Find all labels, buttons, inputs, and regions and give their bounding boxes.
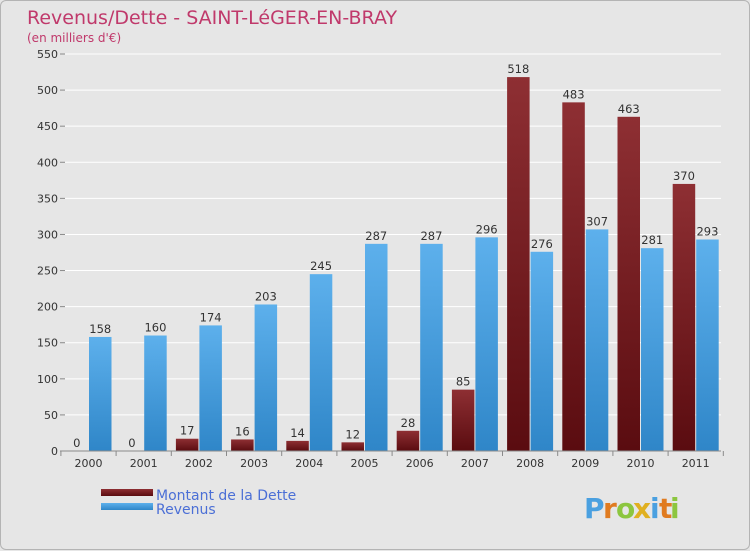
y-tick-label: 0 (51, 445, 58, 458)
bar-dette (451, 389, 475, 451)
legend-swatch-debt (101, 489, 153, 496)
bar-revenus (420, 243, 443, 451)
y-tick-label: 350 (37, 192, 58, 205)
x-tick-label: 2002 (185, 457, 213, 470)
x-tick-label: 2010 (627, 457, 655, 470)
data-label-dette: 483 (563, 87, 585, 101)
y-tick-label: 100 (37, 373, 58, 386)
grid-lines (65, 53, 721, 416)
data-label-dette: 370 (673, 169, 695, 183)
y-tick-label: 150 (37, 337, 58, 350)
data-label-dette: 85 (456, 375, 471, 389)
bar-revenus (365, 243, 388, 451)
data-label-revenus: 287 (420, 229, 442, 243)
data-label-revenus: 160 (144, 321, 166, 335)
data-label-dette: 0 (128, 436, 135, 450)
data-label-dette: 14 (290, 426, 305, 440)
bar-dette (175, 438, 199, 451)
data-label-revenus: 276 (531, 237, 553, 251)
chart-subtitle: (en milliers d'€) (27, 31, 121, 45)
x-tick-label: 2008 (516, 457, 544, 470)
bar-revenus (309, 274, 333, 451)
y-tick-label: 250 (37, 265, 58, 278)
bar-dette (562, 102, 585, 451)
data-label-revenus: 174 (200, 310, 222, 324)
bar-dette (617, 116, 640, 451)
bar-revenus (641, 248, 664, 451)
bar-revenus (475, 237, 498, 451)
logo-letter: r (603, 492, 617, 525)
x-tick-label: 2005 (351, 457, 379, 470)
data-label-dette: 17 (180, 424, 195, 438)
bar-revenus (696, 239, 719, 451)
logo-letter: x (633, 492, 651, 525)
bar-dette (507, 77, 530, 452)
legend-swatch-revenus (101, 503, 153, 510)
y-tick-label: 200 (37, 301, 58, 314)
chart-title: Revenus/Dette - SAINT-LéGER-EN-BRAY (27, 7, 397, 29)
data-label-revenus: 296 (476, 222, 498, 236)
y-tick-label: 300 (37, 228, 58, 241)
x-axis-ticks: 2000 2001 2002 2003 2004 2005 2006 2007 2008 2009… (60, 451, 724, 470)
x-tick-label: 2007 (461, 457, 489, 470)
x-tick-label: 2003 (240, 457, 268, 470)
x-tick-label: 2001 (130, 457, 158, 470)
legend-label-revenus: Revenus (156, 502, 216, 518)
data-label-revenus: 287 (365, 229, 387, 243)
data-label-dette: 0 (73, 436, 80, 450)
bar-dette (341, 442, 364, 451)
data-labels: 0 158 0 160 17 174 16 203 14 245 12 287 28 287 85 296 51… (73, 62, 718, 450)
y-tick-label: 450 (37, 120, 58, 133)
data-label-revenus: 203 (255, 289, 277, 303)
bar-revenus (144, 335, 167, 451)
bars (89, 77, 719, 452)
y-tick-label: 50 (44, 409, 58, 422)
legend-label-debt: Montant de la Dette (156, 488, 296, 504)
bar-dette (286, 440, 309, 451)
x-tick-label: 2006 (406, 457, 434, 470)
logo-letter: i (670, 492, 680, 525)
y-tick-label: 400 (37, 156, 58, 169)
logo-letter: t (659, 492, 672, 525)
logo-letter: i (650, 492, 660, 525)
data-label-dette: 463 (618, 102, 640, 116)
legend: Montant de la Dette Revenus (101, 488, 296, 518)
x-tick-label: 2011 (682, 457, 710, 470)
data-label-revenus: 281 (641, 233, 663, 247)
bar-dette (672, 183, 696, 451)
x-tick-label: 2004 (295, 457, 323, 470)
y-tick-label: 550 (37, 48, 58, 61)
proxiti-logo: Pr oxi ti (584, 492, 680, 525)
data-label-dette: 12 (345, 427, 360, 441)
data-label-revenus: 307 (586, 214, 608, 228)
data-label-dette: 16 (235, 424, 250, 438)
data-label-revenus: 158 (89, 322, 111, 336)
bar-dette (231, 439, 254, 451)
x-tick-label: 2000 (75, 457, 103, 470)
bar-revenus (585, 229, 609, 451)
logo-letter: o (616, 492, 635, 525)
bar-revenus (254, 304, 278, 451)
x-tick-label: 2009 (571, 457, 599, 470)
bar-dette (396, 430, 420, 451)
bar-revenus (89, 336, 112, 451)
y-axis-ticks: 0 50 100 150 200 250 300 350 400 450 500 550 (37, 48, 65, 458)
bar-revenus (199, 325, 222, 451)
data-label-revenus: 293 (696, 225, 718, 239)
data-label-revenus: 245 (310, 259, 332, 273)
data-label-dette: 518 (507, 62, 529, 76)
data-label-dette: 28 (401, 416, 416, 430)
logo-letter: P (584, 492, 605, 525)
bar-revenus (530, 251, 554, 451)
y-tick-label: 500 (37, 84, 58, 97)
